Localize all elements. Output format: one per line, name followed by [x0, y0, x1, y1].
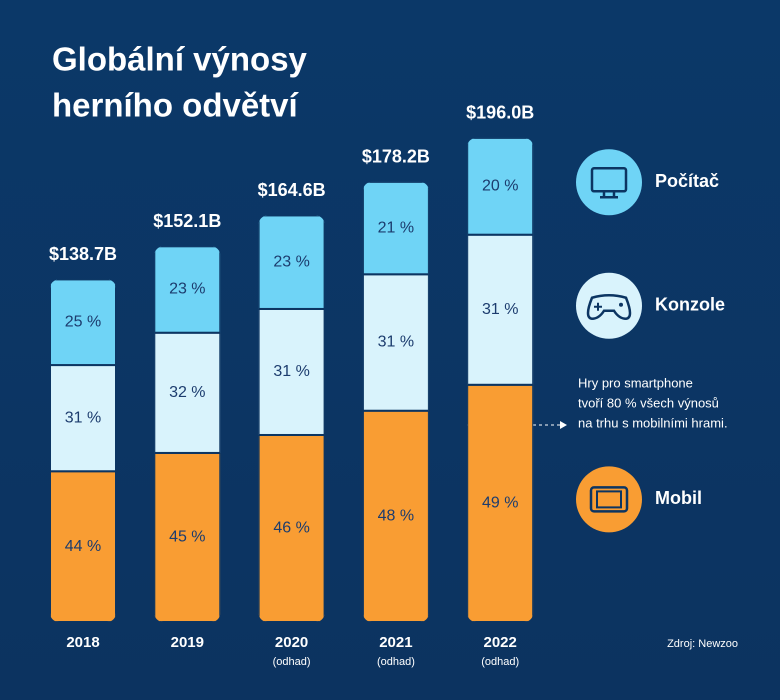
bar-segment — [50, 364, 116, 473]
icon — [619, 302, 623, 307]
total-label: $152.1B — [153, 211, 221, 231]
bar-segment — [258, 433, 325, 623]
legend-item: Mobil — [576, 466, 702, 533]
segment-label: 31 % — [482, 301, 518, 318]
bar-segment — [362, 273, 429, 412]
annotation: tvoří 80 % všech výnosů — [578, 395, 719, 410]
segment-label: 48 % — [378, 508, 414, 525]
icon — [589, 486, 629, 513]
x-tick-label: 2018 — [66, 634, 99, 651]
x-tick-label: 2020 — [275, 634, 308, 651]
legend-label: Mobil — [655, 488, 702, 508]
segment-label: 31 % — [273, 363, 309, 380]
legend-swatch — [576, 466, 642, 533]
icon — [586, 293, 632, 320]
annotation: na trhu s mobilními hrami. — [578, 415, 728, 430]
total-label: $138.7B — [49, 244, 117, 264]
total-label: $196.0B — [466, 103, 534, 123]
segment-label: 20 % — [482, 178, 518, 195]
x-tick-note: (odhad) — [377, 656, 415, 668]
x-tick-label: 2022 — [484, 634, 517, 651]
bar-segment — [258, 215, 325, 310]
x-tick-note: (odhad) — [481, 656, 519, 668]
x-tick-label: 2021 — [379, 634, 412, 651]
x-tick-note: (odhad) — [273, 656, 311, 668]
bar-segment — [362, 181, 429, 276]
bar — [258, 215, 325, 623]
total-label: $178.2B — [362, 147, 430, 167]
source: Zdroj: Newzoo — [667, 638, 738, 650]
x-tick-label: 2019 — [171, 634, 204, 651]
segment-label: 23 % — [273, 253, 309, 270]
segment-label: 45 % — [169, 529, 205, 546]
bar-segment — [258, 307, 325, 436]
segment-label: 31 % — [378, 334, 414, 351]
icon — [594, 302, 602, 311]
bar — [467, 137, 534, 622]
legend-swatch — [576, 272, 642, 339]
legend-label: Konzole — [655, 294, 725, 314]
bar-segment — [50, 470, 116, 622]
bar-segment — [154, 451, 221, 623]
segment-label: 32 % — [169, 384, 205, 401]
segment-label: 44 % — [65, 538, 101, 555]
bar-segment — [154, 246, 221, 334]
annotation: Hry pro smartphone — [578, 375, 693, 390]
segment-label: 21 % — [378, 219, 414, 236]
segment-label: 25 % — [65, 313, 101, 330]
total-label: $164.6B — [258, 180, 326, 200]
legend-item: Konzole — [576, 272, 725, 339]
icon — [590, 167, 628, 193]
chart-title: herního odvětví — [52, 87, 300, 124]
bar — [154, 246, 221, 623]
bar-segment — [50, 279, 116, 367]
segment-label: 23 % — [169, 281, 205, 298]
legend-swatch — [576, 149, 642, 216]
chart-title: Globální výnosy — [52, 41, 308, 78]
segment-label: 49 % — [482, 495, 518, 512]
bar — [50, 279, 116, 622]
legend-item: Počítač — [576, 149, 719, 216]
icon — [600, 191, 618, 199]
legend-label: Počítač — [655, 171, 719, 191]
segment-label: 46 % — [273, 520, 309, 537]
bar-segment — [467, 137, 534, 236]
bar-segment — [467, 233, 534, 386]
annotation-arrowhead — [560, 421, 567, 429]
bar — [362, 181, 429, 622]
icon — [596, 490, 622, 509]
segment-label: 31 % — [65, 409, 101, 426]
